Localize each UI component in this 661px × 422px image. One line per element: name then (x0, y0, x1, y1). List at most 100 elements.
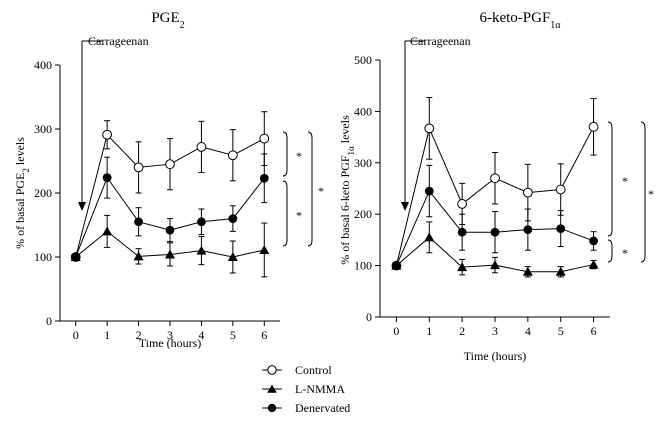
data-point-denervated (197, 217, 206, 227)
data-point-l-nmma (522, 266, 533, 276)
data-point-control (588, 121, 599, 132)
data-point-control (165, 159, 175, 170)
x-tick-label: 1 (104, 328, 110, 342)
legend: Control L-NMMA Denervated (262, 363, 350, 415)
y-axis-title-tail: levels (13, 137, 27, 168)
chart-title-main: PGE (151, 10, 179, 26)
data-point-l-nmma (391, 260, 402, 270)
series-l-nmma (70, 214, 270, 278)
y-tick-label: 500 (354, 53, 372, 67)
significance-bracket (282, 131, 288, 177)
chart-title-subscript: 2 (180, 20, 185, 31)
annotation-label: Carrageenan (410, 34, 471, 48)
triangle-marker-icon (267, 384, 277, 393)
x-tick-label: 5 (558, 324, 564, 338)
x-tick-label: 2 (459, 324, 465, 338)
data-point-l-nmma (259, 244, 270, 254)
open-circle-marker-icon (267, 365, 277, 375)
chart-title-subscript: 1α (550, 20, 561, 31)
y-tick-label: 0 (46, 314, 52, 328)
y-tick-label: 100 (354, 259, 372, 273)
legend-item-denervated: Denervated (262, 401, 350, 415)
chart-title: 6-keto-PGF1α (479, 10, 561, 31)
y-axis-title: % of basal 6-keto PGF1α levels (338, 115, 356, 265)
data-point-l-nmma (227, 252, 238, 261)
data-point-control (424, 123, 435, 134)
y-tick-label: 400 (354, 104, 372, 118)
series-control (391, 97, 599, 271)
series-denervated (71, 153, 269, 262)
data-point-l-nmma (424, 232, 435, 242)
significance-asterisk: * (622, 174, 628, 188)
annotation-label: Carrageenan (88, 34, 149, 48)
legend-label-l-nmma: L-NMMA (295, 382, 345, 396)
data-point-denervated (134, 217, 143, 227)
data-point-denervated (490, 227, 500, 237)
data-point-control (259, 133, 270, 144)
legend-item-control: Control (262, 363, 332, 377)
data-point-denervated (424, 186, 434, 196)
x-tick-label: 5 (230, 328, 236, 342)
data-point-denervated (457, 227, 467, 237)
data-point-denervated (165, 225, 175, 235)
significance-bracket (607, 121, 613, 237)
y-tick-label: 300 (354, 156, 372, 170)
y-tick-label: 0 (366, 310, 372, 324)
y-tick-label: 200 (354, 207, 372, 221)
y-tick-label: 400 (34, 58, 52, 72)
x-tick-label: 0 (73, 328, 79, 342)
chart-title-main: 6-keto-PGF (479, 10, 550, 26)
data-point-control (522, 187, 533, 198)
x-tick-label: 3 (167, 328, 173, 342)
x-axis-title: Time (hours) (139, 336, 202, 350)
y-axis-title-main: % of basal 6-keto PGF (338, 155, 352, 265)
data-point-l-nmma (133, 251, 144, 261)
data-point-denervated (259, 173, 269, 183)
y-tick-label: 200 (34, 186, 52, 200)
y-axis-title-tail: levels (338, 115, 352, 146)
x-tick-label: 0 (393, 324, 399, 338)
y-axis-title-subscript: 2 (21, 168, 31, 173)
y-axis-title-main: % of basal PGE (13, 173, 27, 249)
significance-asterisk: * (296, 209, 302, 223)
x-tick-label: 1 (426, 324, 432, 338)
data-point-denervated (228, 214, 238, 224)
filled-circle-marker-icon (267, 403, 277, 413)
y-tick-label: 300 (34, 122, 52, 136)
significance-asterisk: * (622, 246, 628, 260)
data-point-control (133, 162, 144, 173)
arrow-down-icon (401, 202, 409, 211)
y-tick-label: 100 (34, 250, 52, 264)
x-tick-label: 6 (261, 328, 267, 342)
data-point-control (227, 150, 238, 161)
data-point-control (555, 184, 566, 195)
data-point-l-nmma (490, 260, 500, 270)
x-axis-title: Time (hours) (464, 349, 527, 363)
x-tick-label: 4 (198, 328, 204, 342)
chart-title: PGE2 (151, 10, 184, 31)
significance-asterisk: * (296, 149, 302, 163)
data-point-denervated (556, 224, 566, 233)
data-point-control (490, 173, 500, 184)
x-tick-label: 2 (136, 328, 142, 342)
data-point-denervated (102, 173, 112, 183)
significance-asterisk: * (648, 187, 654, 201)
data-point-l-nmma (457, 262, 468, 272)
significance-bracket (282, 180, 288, 247)
data-point-l-nmma (196, 245, 207, 255)
y-axis-title-subscript: 1α (346, 146, 356, 156)
significance-bracket (307, 131, 313, 247)
data-point-control (457, 199, 468, 209)
x-tick-label: 4 (525, 324, 531, 338)
x-tick-label: 6 (591, 324, 597, 338)
legend-label-control: Control (295, 363, 332, 377)
data-point-control (196, 142, 207, 152)
data-point-denervated (523, 225, 533, 235)
data-point-l-nmma (588, 259, 599, 269)
legend-label-denervated: Denervated (295, 401, 350, 415)
significance-bracket (607, 239, 613, 263)
data-point-l-nmma (102, 226, 113, 236)
